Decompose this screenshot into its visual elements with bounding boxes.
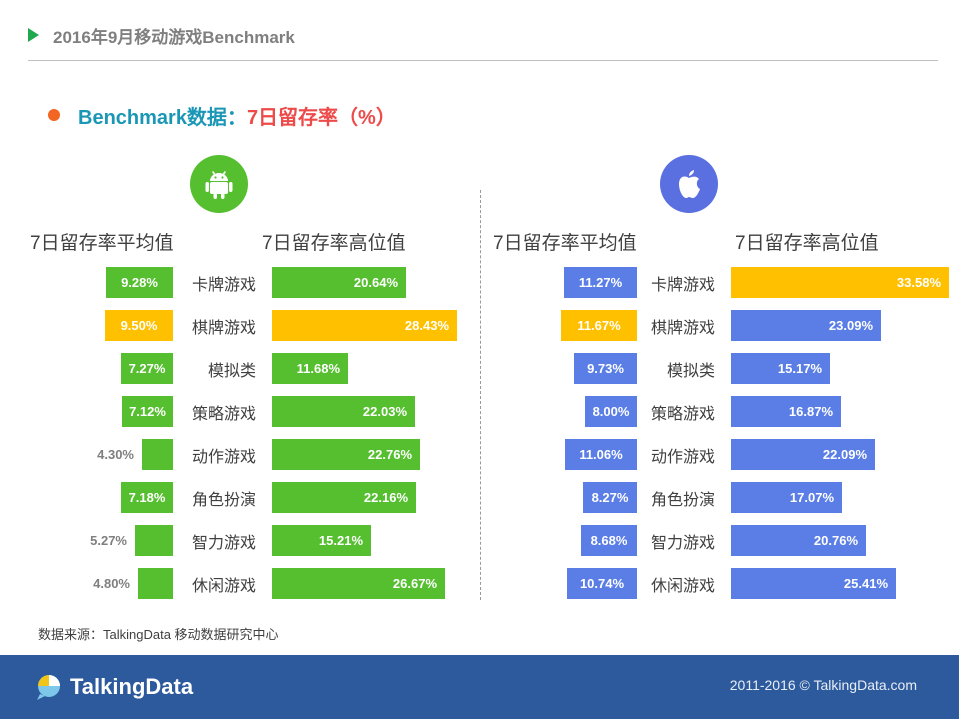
android-icon [205, 171, 233, 199]
android-avg-header: 7日留存率平均值 [30, 233, 174, 254]
bullet-dot-icon [48, 109, 60, 121]
talkingdata-logo-icon [37, 675, 60, 700]
ios-high-bar: 22.09% [731, 439, 875, 470]
ios-high-bar: 25.41% [731, 568, 896, 599]
copyright: 2011-2016 © TalkingData.com [729, 677, 917, 693]
android-high-bar: 28.43% [272, 310, 457, 341]
ios-high-bar: 23.09% [731, 310, 881, 341]
ios-badge [660, 155, 718, 213]
logo-text: TalkingData [70, 674, 194, 699]
ios-avg-header: 7日留存率平均值 [493, 233, 637, 254]
android-avg-bar: 7.12% [122, 396, 173, 427]
android-avg-bar: 7.18% [121, 482, 173, 513]
ios-high-bar: 33.58% [731, 267, 949, 298]
android-category-label: 智力游戏 [191, 534, 256, 552]
ios-high-bar: 16.87% [731, 396, 841, 427]
android-high-bar: 20.64% [272, 267, 406, 298]
ios-category-label: 智力游戏 [650, 534, 715, 552]
platform-divider [480, 190, 481, 600]
android-category-label: 卡牌游戏 [191, 276, 256, 294]
ios-high-header: 7日留存率高位值 [735, 233, 879, 254]
ios-avg-bar: 8.27% [583, 482, 637, 513]
play-triangle-icon [28, 28, 39, 42]
ios-avg-bar: 9.73% [574, 353, 637, 384]
android-high-bar: 11.68% [272, 353, 348, 384]
android-high-bar: 22.03% [272, 396, 415, 427]
chart-subtitle: Benchmark数据： 7日留存率（%） [48, 100, 396, 130]
page-title: 2016年9月移动游戏Benchmark [53, 27, 295, 47]
android-category-label: 角色扮演 [191, 491, 256, 509]
ios-avg-bar: 11.67% [561, 310, 637, 341]
ios-category-label: 角色扮演 [650, 491, 715, 509]
android-category-label: 棋牌游戏 [191, 319, 256, 337]
talkingdata-logo: TalkingData [34, 669, 193, 705]
ios-high-bar: 15.17% [731, 353, 830, 384]
ios-category-label: 休闲游戏 [650, 577, 715, 595]
title-divider [28, 60, 938, 61]
footer-bar: TalkingData 2011-2016 © TalkingData.com [0, 655, 959, 719]
data-source-note: 数据来源：TalkingData 移动数据研究中心 [38, 627, 279, 642]
android-avg-bar: 9.28% [106, 267, 173, 298]
ios-high-bar: 20.76% [731, 525, 866, 556]
subtitle-prefix: Benchmark数据： [78, 106, 247, 129]
android-high-bar: 26.67% [272, 568, 445, 599]
android-avg-bar: 7.27% [121, 353, 173, 384]
android-high-bar: 15.21% [272, 525, 371, 556]
android-high-header: 7日留存率高位值 [262, 233, 406, 254]
apple-icon [679, 170, 700, 198]
ios-category-label: 卡牌游戏 [650, 276, 715, 294]
android-avg-bar [142, 439, 173, 470]
ios-avg-bar: 11.27% [564, 267, 637, 298]
ios-category-label: 模拟类 [666, 362, 715, 380]
android-high-bar: 22.76% [272, 439, 420, 470]
ios-avg-bar: 10.74% [567, 568, 637, 599]
ios-category-label: 动作游戏 [650, 448, 715, 466]
android-category-label: 休闲游戏 [191, 577, 256, 595]
android-category-label: 动作游戏 [191, 448, 256, 466]
ios-high-bar: 17.07% [731, 482, 842, 513]
ios-avg-bar: 11.06% [565, 439, 637, 470]
page-title-row: 2016年9月移动游戏Benchmark [28, 22, 295, 48]
android-avg-bar: 9.50% [105, 310, 173, 341]
android-high-bar: 22.16% [272, 482, 416, 513]
android-category-label: 策略游戏 [191, 405, 256, 423]
ios-avg-bar: 8.00% [585, 396, 637, 427]
subtitle-metric: 7日留存率（%） [246, 106, 396, 129]
android-category-label: 模拟类 [207, 362, 256, 380]
android-avg-value-label: 4.80% [93, 576, 130, 591]
android-badge [190, 155, 248, 213]
android-avg-bar [138, 568, 173, 599]
ios-category-label: 策略游戏 [650, 405, 715, 423]
android-avg-value-label: 4.30% [97, 447, 134, 462]
ios-category-label: 棋牌游戏 [650, 319, 715, 337]
ios-avg-bar: 8.68% [581, 525, 637, 556]
android-avg-bar [135, 525, 173, 556]
android-avg-value-label: 5.27% [90, 533, 127, 548]
